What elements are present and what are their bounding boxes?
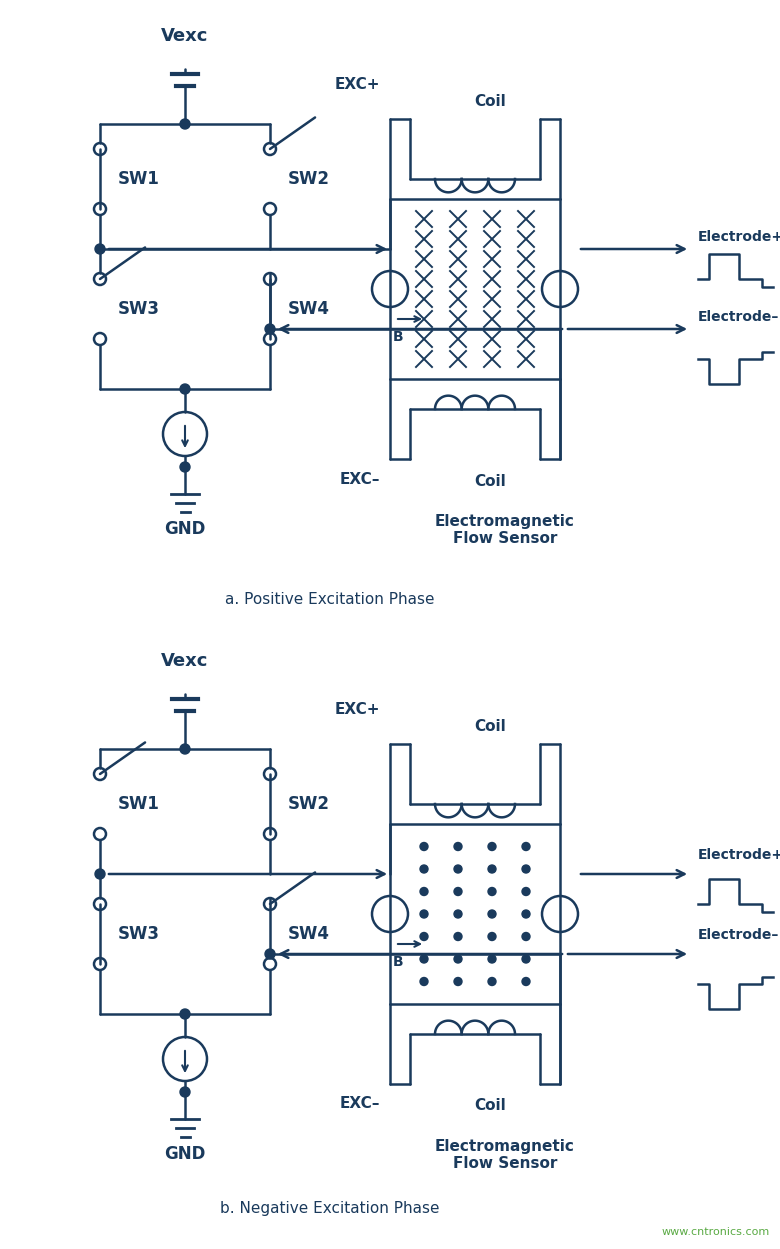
Circle shape (265, 949, 275, 959)
Circle shape (180, 462, 190, 472)
Circle shape (180, 1087, 190, 1097)
Circle shape (420, 911, 428, 918)
Text: SW3: SW3 (118, 926, 160, 943)
Circle shape (454, 911, 462, 918)
Text: Coil: Coil (474, 718, 506, 733)
Circle shape (488, 866, 496, 873)
Circle shape (488, 843, 496, 851)
Circle shape (420, 866, 428, 873)
Circle shape (454, 888, 462, 896)
Circle shape (180, 383, 190, 393)
Circle shape (522, 933, 530, 940)
Text: SW2: SW2 (288, 170, 330, 189)
Circle shape (454, 843, 462, 851)
Circle shape (420, 933, 428, 940)
Text: Coil: Coil (474, 473, 506, 488)
Circle shape (454, 933, 462, 940)
Circle shape (95, 869, 105, 879)
Circle shape (454, 955, 462, 963)
Text: GND: GND (165, 520, 206, 538)
Circle shape (522, 866, 530, 873)
Text: SW1: SW1 (118, 170, 160, 189)
Text: EXC–: EXC– (339, 1097, 380, 1112)
Text: SW4: SW4 (288, 926, 330, 943)
Circle shape (522, 911, 530, 918)
Text: B: B (393, 955, 403, 969)
Circle shape (265, 323, 275, 333)
Circle shape (488, 888, 496, 896)
Circle shape (522, 978, 530, 985)
Circle shape (454, 978, 462, 985)
Circle shape (180, 744, 190, 754)
Text: www.cntronics.com: www.cntronics.com (661, 1227, 770, 1237)
Text: Coil: Coil (474, 94, 506, 109)
Text: EXC+: EXC+ (335, 76, 380, 91)
Circle shape (488, 978, 496, 985)
Text: Coil: Coil (474, 1099, 506, 1114)
Circle shape (420, 843, 428, 851)
Text: Electrode+: Electrode+ (698, 230, 780, 244)
Circle shape (522, 888, 530, 896)
Circle shape (488, 933, 496, 940)
Text: SW3: SW3 (118, 300, 160, 318)
Circle shape (420, 955, 428, 963)
Circle shape (180, 1009, 190, 1019)
Text: a. Positive Excitation Phase: a. Positive Excitation Phase (225, 592, 434, 607)
Circle shape (420, 888, 428, 896)
Circle shape (95, 244, 105, 254)
Text: GND: GND (165, 1145, 206, 1163)
Text: Electrode–: Electrode– (698, 928, 779, 942)
Text: EXC+: EXC+ (335, 702, 380, 717)
Circle shape (522, 955, 530, 963)
Text: SW4: SW4 (288, 300, 330, 318)
Text: EXC–: EXC– (339, 472, 380, 487)
Circle shape (420, 978, 428, 985)
Circle shape (454, 866, 462, 873)
Circle shape (180, 119, 190, 129)
Text: Electrode+: Electrode+ (698, 848, 780, 862)
Text: SW2: SW2 (288, 796, 330, 813)
Text: Electrode–: Electrode– (698, 310, 779, 323)
Circle shape (522, 843, 530, 851)
Circle shape (488, 955, 496, 963)
Text: SW1: SW1 (118, 796, 160, 813)
Text: Vexc: Vexc (161, 652, 209, 669)
Text: Vexc: Vexc (161, 27, 209, 45)
Text: Electromagnetic
Flow Sensor: Electromagnetic Flow Sensor (435, 1139, 575, 1172)
Text: b. Negative Excitation Phase: b. Negative Excitation Phase (220, 1202, 440, 1217)
Circle shape (488, 911, 496, 918)
Text: B: B (393, 330, 403, 343)
Text: Electromagnetic
Flow Sensor: Electromagnetic Flow Sensor (435, 515, 575, 546)
